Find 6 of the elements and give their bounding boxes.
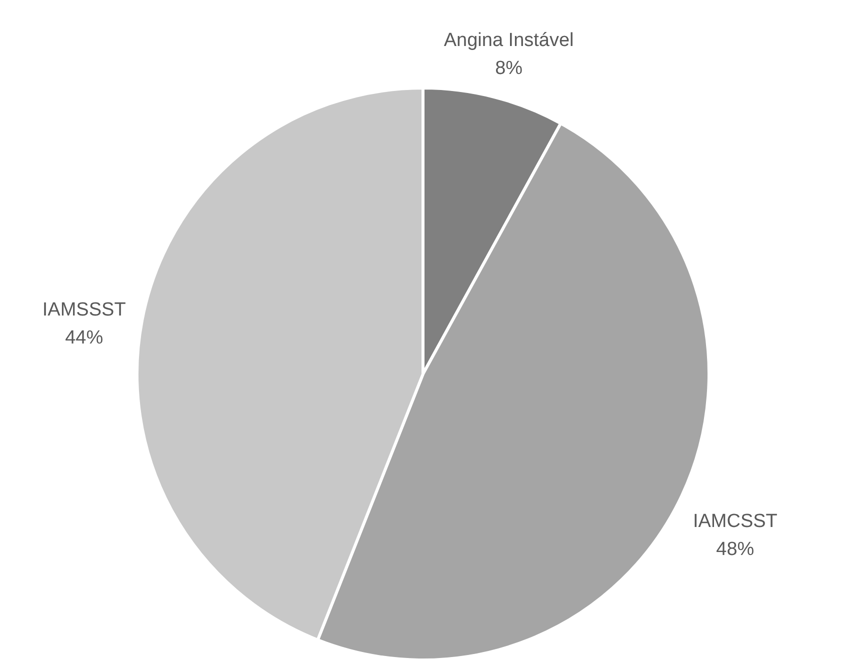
data-label: 44% bbox=[65, 327, 104, 348]
slice-label: IAMSSST bbox=[42, 299, 126, 320]
slice-label: IAMCSST bbox=[692, 510, 778, 532]
data-label: 8% bbox=[495, 58, 523, 79]
slice-label: Angina Instável bbox=[444, 30, 574, 51]
data-label: 48% bbox=[716, 538, 754, 560]
